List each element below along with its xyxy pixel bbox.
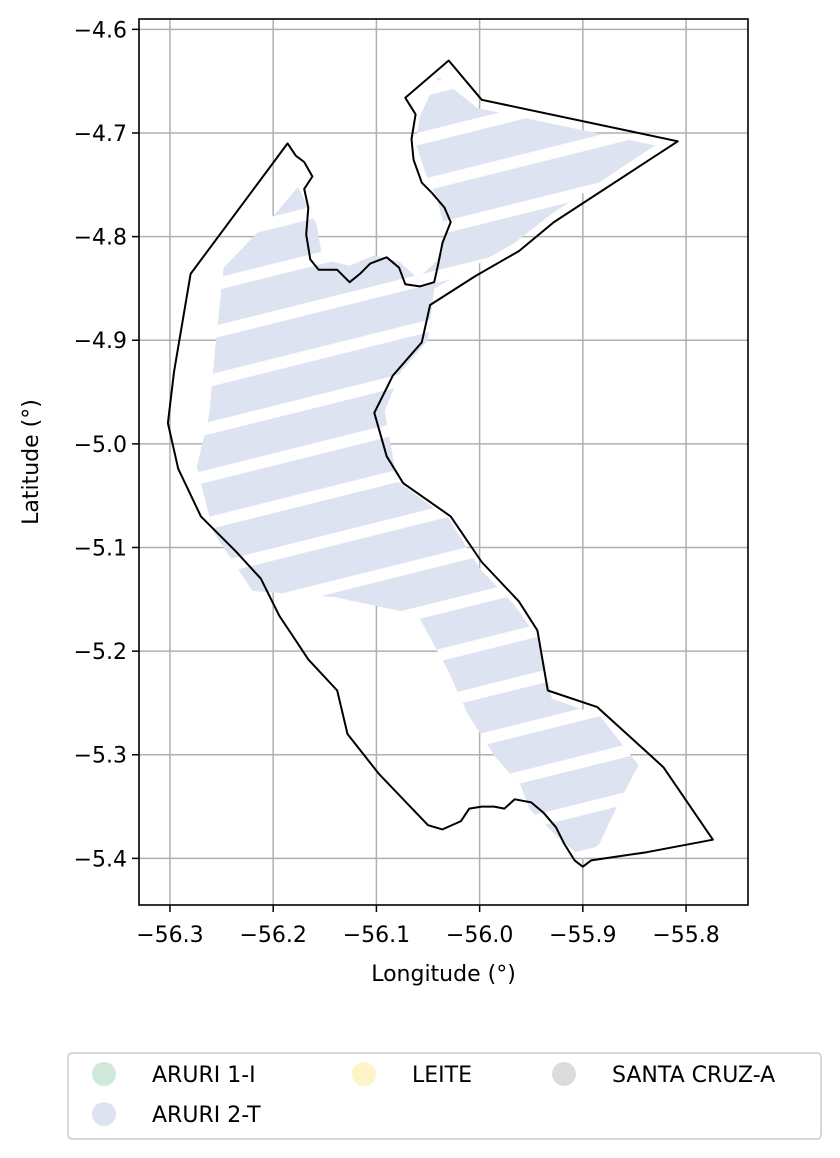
x-tick-label: −56.2 bbox=[239, 923, 306, 948]
legend-marker bbox=[92, 1062, 116, 1086]
legend-item-santa-cruz-a: SANTA CRUZ-A bbox=[552, 1062, 775, 1088]
y-tick-label: −5.2 bbox=[74, 640, 127, 665]
y-axis-label: Latitude (°) bbox=[19, 399, 44, 525]
legend-item-aruri-1-i: ARURI 1-I bbox=[92, 1062, 256, 1088]
legend-marker bbox=[92, 1102, 116, 1126]
legend-label: ARURI 1-I bbox=[152, 1063, 256, 1088]
x-tick-label: −55.9 bbox=[549, 923, 616, 948]
y-tick-label: −5.4 bbox=[74, 847, 127, 872]
y-tick-label: −4.9 bbox=[74, 329, 127, 354]
legend-item-aruri-2-t: ARURI 2-T bbox=[92, 1102, 261, 1128]
area-gaps bbox=[196, 77, 656, 859]
y-tick-label: −4.7 bbox=[74, 122, 127, 147]
legend-label: ARURI 2-T bbox=[152, 1103, 261, 1128]
x-tick-label: −56.0 bbox=[446, 923, 513, 948]
x-tick-label: −55.8 bbox=[652, 923, 719, 948]
legend: ARURI 1-I ARURI 2-T LEITE SANTA CRUZ-A bbox=[67, 1052, 822, 1140]
y-tick-label: −4.6 bbox=[74, 18, 127, 43]
y-tick-label: −5.1 bbox=[74, 536, 127, 561]
x-axis-label: Longitude (°) bbox=[371, 962, 516, 987]
legend-item-leite: LEITE bbox=[352, 1062, 472, 1088]
legend-label: LEITE bbox=[412, 1063, 472, 1088]
x-tick-label: −56.1 bbox=[343, 923, 410, 948]
y-tick-label: −5.0 bbox=[74, 433, 127, 458]
axes-frame bbox=[138, 18, 749, 906]
y-axis: −4.6 −4.7 −4.8 −4.9 −5.0 −5.1 −5.2 −5.3 −5.4 bbox=[74, 18, 139, 872]
y-tick-label: −5.3 bbox=[74, 744, 127, 769]
legend-label: SANTA CRUZ-A bbox=[612, 1063, 775, 1088]
legend-frame bbox=[67, 1052, 822, 1140]
municipal-boundary bbox=[166, 59, 714, 868]
x-tick-label: −56.3 bbox=[136, 923, 203, 948]
legend-marker bbox=[352, 1062, 376, 1086]
legend-marker bbox=[552, 1062, 576, 1086]
y-tick-label: −4.8 bbox=[74, 226, 127, 251]
x-axis: −56.3 −56.2 −56.1 −56.0 −55.9 −55.8 bbox=[136, 905, 720, 948]
